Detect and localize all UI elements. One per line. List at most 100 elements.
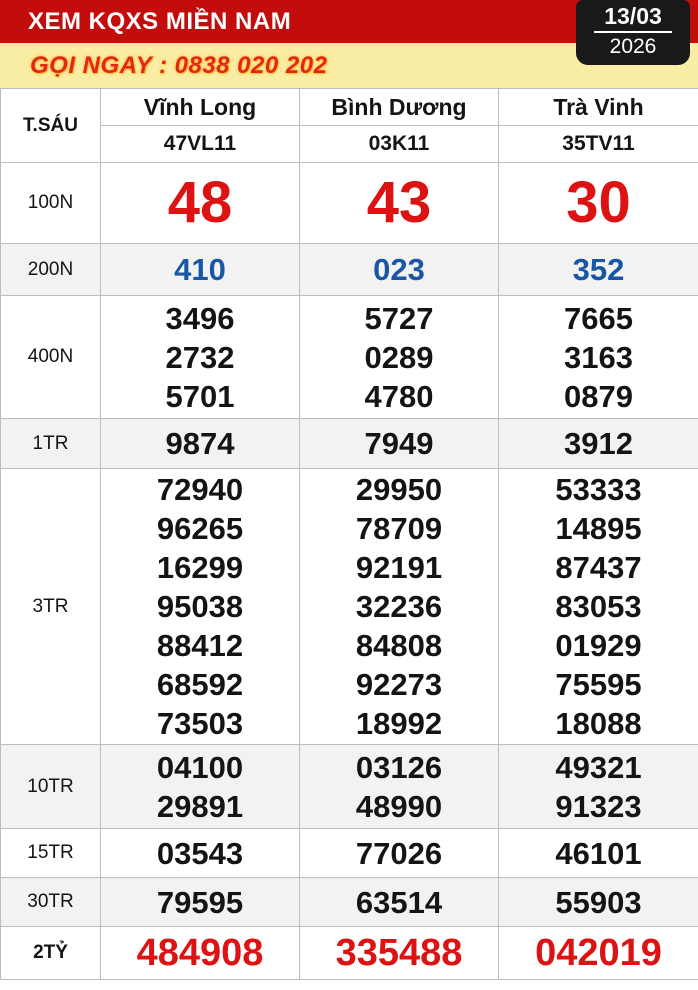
prize-number: 30 [566,170,631,235]
prize-number: 72940 [156,472,244,507]
prize-number: 29891 [156,788,244,824]
prize-row-200n: 200N 410 023 352 [0,243,698,296]
prize-row-1tr: 1TR 9874 7949 3912 [0,418,698,469]
prize-row-10tr: 10TR 04100 29891 03126 48990 49321 91323 [0,744,698,829]
prize-number: 75595 [555,667,642,702]
prize-number: 352 [572,251,625,287]
prize-number: 3163 [564,339,633,375]
prize-cell: 3496 2732 5701 [100,295,300,419]
draw-code-row: 47VL11 03K11 35TV11 [1,125,698,163]
prize-number: 03126 [355,749,443,785]
prize-label-200n: 200N [0,243,101,296]
prize-number: 3912 [564,426,633,461]
prize-cell: 29950 78709 92191 32236 84808 92273 18992 [299,468,499,745]
prize-number: 63514 [355,884,443,920]
results-table: T.SÁU Vĩnh Long Bình Dương Trà Vinh 47VL… [0,88,698,980]
prize-number: 7949 [364,426,434,461]
prize-number: 3496 [165,300,235,336]
date-day-month: 13/03 [604,3,662,29]
prize-number: 32236 [355,589,443,624]
province-header-row: T.SÁU Vĩnh Long Bình Dương Trà Vinh [0,88,698,163]
hotline-bar: GỌI NGAY : 0838 020 202 [0,43,698,88]
prize-cell: 30 [498,162,698,244]
prize-number: 43 [366,170,432,235]
prize-label-2ty: 2TỶ [0,926,101,980]
prize-number: 18992 [355,706,443,741]
prize-cell: 03126 48990 [299,744,499,829]
province-header-vinh-long[interactable]: Vĩnh Long [100,88,300,126]
prize-cell: 03543 [100,828,300,878]
prize-cell: 55903 [498,877,698,927]
prize-number: 335488 [335,931,463,974]
prize-number: 53333 [555,472,642,507]
draw-code-vinh-long: 47VL11 [100,125,300,163]
prize-number: 7665 [564,300,633,336]
prize-label-100n: 100N [0,162,101,244]
prize-cell: 410 [100,243,300,296]
prize-cell: 43 [299,162,499,244]
prize-number: 87437 [555,550,642,585]
prize-cell: 48 [100,162,300,244]
prize-cell: 49321 91323 [498,744,698,829]
prize-cell: 5727 0289 4780 [299,295,499,419]
prize-label-15tr: 15TR [0,828,101,878]
prize-number: 5701 [165,378,235,414]
prize-number: 16299 [156,550,244,585]
prize-number: 83053 [555,589,642,624]
province-header-tra-vinh[interactable]: Trà Vinh [498,88,698,126]
prize-number: 91323 [555,788,642,824]
prize-number: 48990 [355,788,443,824]
prize-cell: 7949 [299,418,499,469]
prize-number: 04100 [156,749,244,785]
date-year: 2026 [609,35,657,58]
prize-cell: 023 [299,243,499,296]
prize-cell: 352 [498,243,698,296]
day-label: T.SÁU [0,88,101,163]
prize-number: 88412 [156,628,244,663]
prize-cell: 335488 [299,926,499,980]
page-title: XEM KQXS MIỀN NAM [28,7,292,35]
prize-label-10tr: 10TR [0,744,101,829]
prize-number: 9874 [165,426,235,461]
prize-number: 01929 [555,628,642,663]
prize-number: 48 [167,170,233,235]
prize-number: 14895 [555,511,642,546]
hotline-phone-link[interactable]: GỌI NGAY : 0838 020 202 [30,51,328,79]
prize-cell: 484908 [100,926,300,980]
prize-number: 92191 [355,550,443,585]
date-divider [594,31,672,33]
prize-number: 4780 [364,378,434,414]
prize-number: 68592 [156,667,244,702]
prize-label-3tr: 3TR [0,468,101,745]
prize-number: 73503 [156,706,244,741]
prize-row-30tr: 30TR 79595 63514 55903 [0,877,698,927]
prize-number: 2732 [165,339,235,375]
prize-number: 29950 [355,472,443,507]
prize-cell: 04100 29891 [100,744,300,829]
prize-row-15tr: 15TR 03543 77026 46101 [0,828,698,878]
prize-number: 46101 [555,835,642,871]
draw-code-tra-vinh: 35TV11 [498,125,698,163]
prize-cell: 79595 [100,877,300,927]
prize-number: 410 [174,251,226,287]
prize-label-1tr: 1TR [0,418,101,469]
prize-number: 84808 [355,628,443,663]
prize-number: 18088 [555,706,642,741]
prize-number: 96265 [156,511,244,546]
prize-number: 55903 [555,884,642,920]
prize-row-3tr: 3TR 72940 96265 16299 95038 88412 68592 73503 … [0,468,698,745]
prize-cell: 7665 3163 0879 [498,295,698,419]
prize-cell: 53333 14895 87437 83053 01929 75595 18088 [498,468,698,745]
prize-label-400n: 400N [0,295,101,419]
prize-number: 0289 [364,339,434,375]
province-header-binh-duong[interactable]: Bình Dương [299,88,499,126]
prize-cell: 63514 [299,877,499,927]
prize-number: 042019 [535,931,662,974]
date-picker-box[interactable]: 13/03 2026 [576,0,690,65]
prize-number: 79595 [156,884,244,920]
prize-cell: 9874 [100,418,300,469]
prize-number: 49321 [555,749,642,785]
prize-cell: 72940 96265 16299 95038 88412 68592 73503 [100,468,300,745]
prize-cell: 77026 [299,828,499,878]
